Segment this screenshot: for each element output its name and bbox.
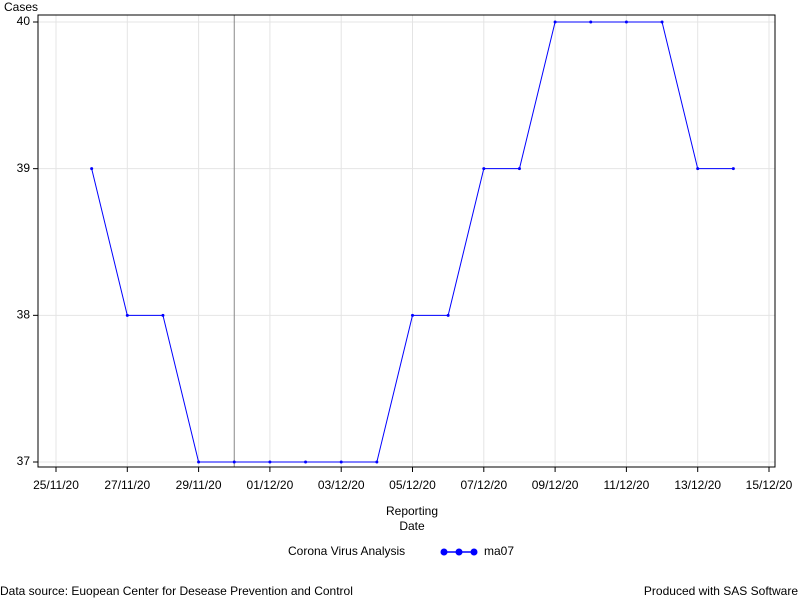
legend-title: Corona Virus Analysis [288,544,405,558]
data-point [731,167,735,171]
y-tick-label: 38 [17,308,31,322]
x-axis-label: Date [399,519,425,533]
y-tick-label: 39 [17,161,31,175]
x-tick-label: 11/12/20 [603,478,649,492]
data-point [660,20,664,24]
y-axis-label: Cases [4,0,38,14]
footnote: Produced with SAS Software [644,584,798,598]
y-tick-label: 37 [17,454,31,468]
legend-marker [455,548,463,556]
x-tick-label: 01/12/20 [247,478,294,492]
x-tick-label: 09/12/20 [532,478,579,492]
x-tick-label: 13/12/20 [674,478,721,492]
data-point [339,460,343,464]
data-point [161,313,165,317]
x-tick-label: 29/11/20 [176,478,222,492]
legend-marker [470,548,478,556]
data-point [375,460,379,464]
legend-label: ma07 [484,544,514,558]
x-tick-label: 05/12/20 [389,478,436,492]
data-point [90,167,94,171]
data-point [482,167,486,171]
x-tick-label: 25/11/20 [33,478,79,492]
data-point [589,20,593,24]
x-tick-label: 15/12/20 [746,478,793,492]
plot-frame [37,14,776,468]
x-axis-label: Reporting [386,504,438,518]
footnote: Data source: Euopean Center for Desease … [0,584,353,598]
data-point [304,460,308,464]
legend-marker [440,548,448,556]
data-point [517,167,521,171]
x-tick-label: 27/11/20 [104,478,150,492]
data-point [553,20,557,24]
data-point [232,460,236,464]
data-point [197,460,201,464]
data-point [696,167,700,171]
data-point [624,20,628,24]
data-point [411,313,414,317]
x-tick-label: 03/12/20 [318,478,365,492]
y-tick-label: 40 [17,14,31,28]
x-tick-label: 07/12/20 [460,478,507,492]
data-point [446,313,450,317]
data-point [268,460,272,464]
data-point [125,313,129,317]
